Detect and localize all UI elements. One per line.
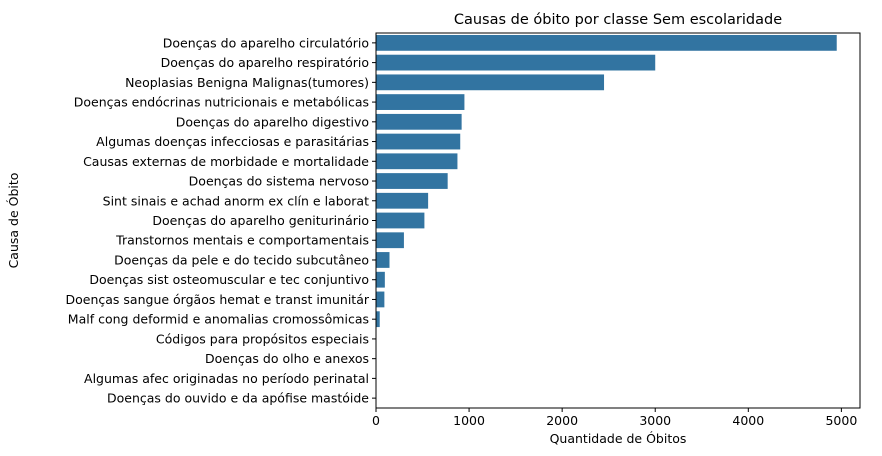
x-tick-label: 3000 [639, 413, 671, 428]
y-axis-title: Causa de Óbito [6, 173, 21, 269]
y-tick-label: Transtornos mentais e comportamentais [115, 233, 369, 248]
x-tick-label: 0 [372, 413, 380, 428]
y-tick-label: Algumas afec originadas no período perin… [84, 371, 369, 386]
bar [376, 34, 837, 51]
bar [376, 153, 458, 170]
y-tick-label: Algumas doenças infecciosas e parasitári… [96, 134, 369, 149]
bar [376, 311, 380, 328]
y-tick-label: Doenças endócrinas nutricionais e metabó… [74, 95, 369, 110]
x-tick-label: 4000 [732, 413, 764, 428]
bar [376, 232, 404, 249]
y-tick-label: Malf cong deformid e anomalias cromossôm… [68, 312, 369, 327]
y-tick-label: Causas externas de morbidade e mortalida… [83, 154, 369, 169]
y-tick-label: Doenças do aparelho respiratório [161, 55, 369, 70]
bar [376, 192, 429, 209]
bars-group [376, 34, 837, 407]
bar [376, 252, 390, 268]
bar [376, 113, 462, 130]
y-tick-label: Doenças da pele e do tecido subcutâneo [114, 252, 369, 267]
y-tick-label: Doenças sist osteomuscular e tec conjunt… [89, 272, 369, 287]
y-tick-label: Sint sinais e achad anorm ex clín e labo… [103, 193, 369, 208]
x-tick-label: 1000 [453, 413, 485, 428]
bar [376, 74, 605, 91]
bar [376, 133, 461, 150]
plot-frame [375, 32, 861, 409]
chart-title: Causas de óbito por classe Sem escolarid… [454, 12, 782, 28]
y-tick-label: Doenças do aparelho digestivo [176, 114, 369, 129]
y-tick-label: Neoplasias Benigna Malignas(tumores) [125, 75, 369, 90]
bar [376, 94, 465, 110]
y-tick-label: Doenças sangue órgãos hemat e transt imu… [66, 292, 370, 307]
bar [376, 291, 385, 308]
y-tick-labels: Doenças do aparelho circulatório Doenças … [66, 35, 376, 406]
y-tick-label: Códigos para propósitos especiais [156, 331, 369, 346]
x-axis-title: Quantidade de Óbitos [550, 431, 687, 446]
x-tick-label: 5000 [825, 413, 857, 428]
y-tick-label: Doenças do ouvido e da apófise mastóide [107, 391, 369, 406]
bar [376, 212, 425, 229]
y-tick-label: Doenças do sistema nervoso [189, 174, 369, 189]
y-tick-label: Doenças do aparelho circulatório [163, 35, 369, 50]
y-tick-label: Doenças do olho e anexos [205, 351, 369, 366]
bar [376, 271, 385, 288]
bar [376, 173, 448, 189]
x-tick-labels: 0 1000 2000 3000 4000 5000 [372, 408, 857, 428]
x-tick-label: 2000 [546, 413, 578, 428]
bar [376, 54, 656, 71]
y-tick-label: Doenças do aparelho geniturinário [152, 213, 369, 228]
